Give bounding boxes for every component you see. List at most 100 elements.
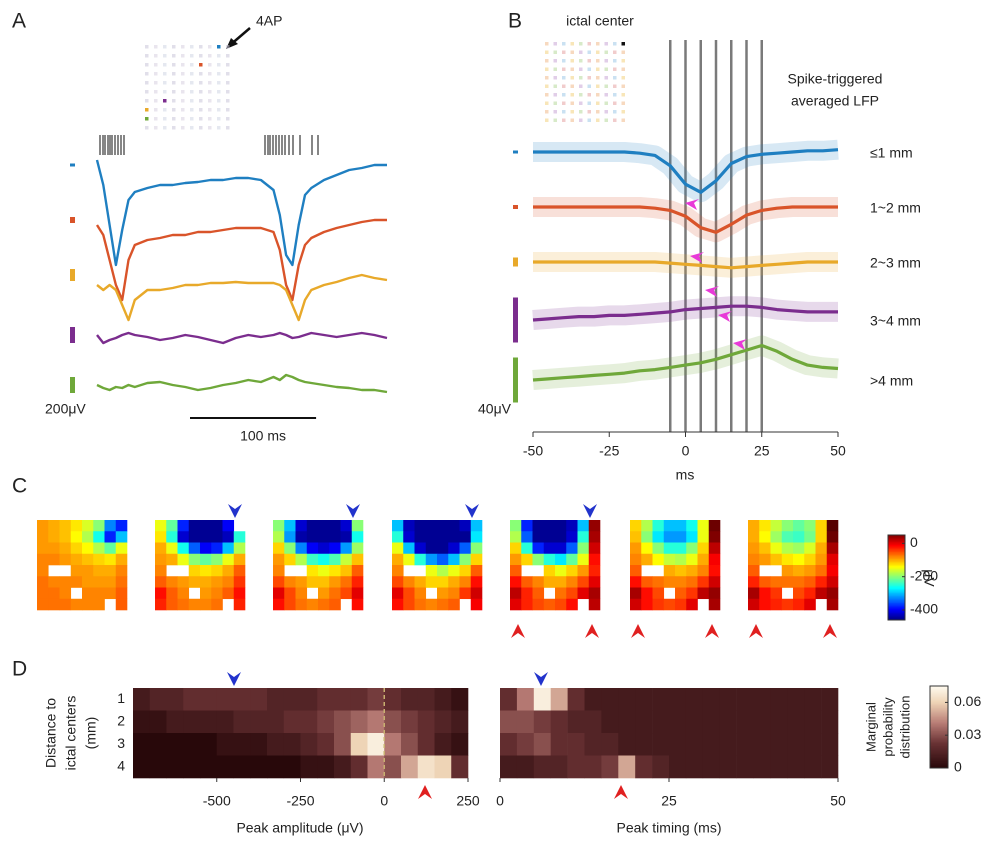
heatmap-cell [516,733,535,756]
heatmap-cell [177,553,190,566]
heatmap-cell [510,542,522,555]
colorbar-segment [930,702,948,705]
colorbar-tick-label: 0 [954,759,962,775]
heatmap-cell [437,576,449,588]
heatmap-cell [652,531,665,543]
colorbar-frame [929,685,949,769]
heatmap-cell [93,531,105,543]
x-tick-label: -50 [523,443,543,459]
heatmap-cell [425,553,438,566]
electrode [226,63,230,67]
colorbar-segment [930,762,948,765]
heatmap-cell [748,531,760,543]
electrode [621,42,625,46]
colorbar-segment [888,587,905,590]
heatmap-cell [736,733,754,756]
electrode [587,84,591,88]
scale-bar [513,205,518,209]
electrode [621,50,625,54]
electrode [226,108,230,112]
colorbar-segment [930,687,948,690]
heatmap-cell [70,576,83,588]
heatmap-cell [543,565,556,577]
electrode [199,72,203,76]
electrode [587,101,591,105]
heatmap-cell [685,733,704,756]
heatmap-cell [37,542,49,555]
electrode [579,118,583,122]
heatmap-cell [425,531,438,543]
heatmap-cell [804,565,816,577]
heatmap-cell [451,688,469,711]
heatmap-cell [675,553,687,566]
colorbar-segment [930,750,948,752]
heatmap-cell [577,531,590,543]
colorbar-segment [888,603,905,605]
heatmap-cell [437,553,449,566]
electrode [190,99,194,103]
heatmap-cell [566,553,578,566]
electrode [217,108,221,112]
electrode [154,126,158,130]
legend-label: >4 mm [870,373,913,389]
heatmap-cell [804,520,816,532]
heatmap-cell [317,733,335,756]
heatmap-cell [222,576,235,588]
heatmap-cell [550,688,568,711]
electrode [621,118,625,122]
electrode [545,59,549,63]
heatmap-cell [340,565,353,577]
heatmap-cell [306,553,319,566]
electrode [553,110,557,114]
heatmap-cell [815,587,828,600]
heatmap-cell [686,576,698,588]
colorbar-segment [930,688,948,691]
heatmap-cell [318,598,330,611]
heatmap-cell [384,710,402,734]
heatmap-cell [233,542,246,555]
colorbar-segment [888,571,905,574]
heatmap-cell [115,520,128,532]
colorbar-segment [888,569,905,571]
heatmap-cell [211,553,223,566]
heatmap-cell [543,531,556,543]
annotation: 4AP [256,13,282,29]
heatmap-cell [104,565,117,577]
electrode [562,76,566,80]
heatmap-cell [82,565,94,577]
heatmap-cell [48,520,60,532]
heatmap-cell [222,520,235,532]
electrode [587,118,591,122]
x-axis-label: Peak amplitude (μV) [236,820,363,836]
x-tick-label: -500 [203,793,231,809]
heatmap-cell [425,565,438,577]
heatmap-cell [555,520,567,532]
electrode [596,84,600,88]
heatmap-cell [104,587,117,600]
electrode [604,67,608,71]
electrode [145,63,149,67]
colorbar-frame [887,534,906,621]
heatmap-cell [753,688,771,711]
colorbar-segment [888,544,905,547]
colorbar-segment [930,692,948,695]
heatmap-cell [459,565,472,577]
heatmap-cell [250,755,268,779]
heatmap-cell [273,531,285,543]
heatmap-cell [437,587,449,600]
electrode [154,45,158,49]
x-tick-label: 0 [496,793,504,809]
electrode [190,108,194,112]
electrode [181,54,185,58]
heatmap-cell [451,755,469,779]
electrode [145,126,149,130]
heatmap-cell [350,755,368,779]
heatmap-cell [115,598,128,611]
heatmap-cell [584,755,602,779]
electrode [553,118,557,122]
heatmap-cell [804,553,816,566]
heatmap-cell [781,565,794,577]
heatmap-cell [48,576,60,588]
heatmap-cell [577,576,590,588]
